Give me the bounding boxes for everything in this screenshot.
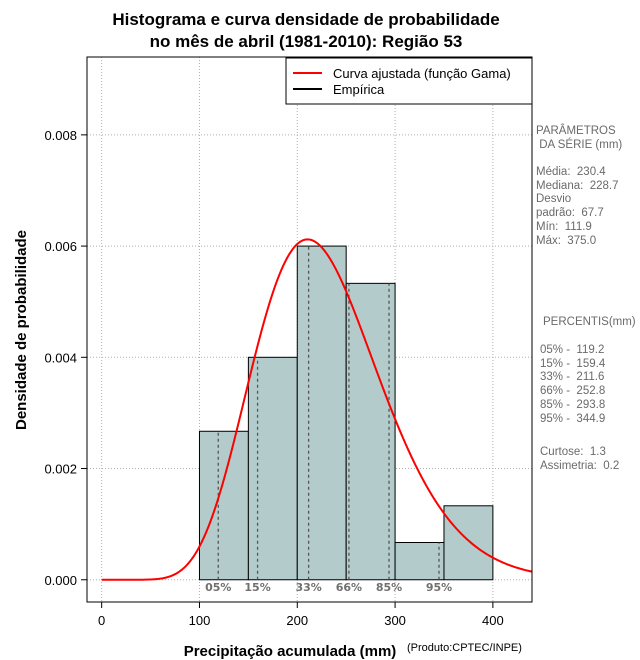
fitted-curve-layer xyxy=(101,238,533,581)
histogram-bar-2 xyxy=(296,245,347,581)
legend-label-empirical: Empírica xyxy=(333,82,385,97)
x-tick-label-2: 200 xyxy=(286,613,308,628)
legend-label-curve: Curva ajustada (função Gama) xyxy=(333,66,511,81)
legend-box xyxy=(285,57,533,105)
histogram-bar-5 xyxy=(443,505,494,581)
percentile-labels: 05% 15% 33% 66% 85% 95% xyxy=(205,581,452,594)
y-tick-label-4: 0.008 xyxy=(44,128,77,143)
y-tick-label-0: 0.000 xyxy=(44,573,77,588)
percentile-label-33%: 33% xyxy=(295,581,321,594)
chart-title-line-2: no mês de abril (1981-2010): Região 53 xyxy=(150,32,463,51)
x-tick-label-1: 100 xyxy=(189,613,211,628)
percentile-label-85%: 85% xyxy=(376,581,402,594)
percentile-label-95%: 95% xyxy=(426,581,452,594)
percentile-label-05%: 05% xyxy=(205,581,231,594)
histogram-bar-3 xyxy=(345,282,396,581)
percentiles-title: PERCENTIS(mm) xyxy=(543,316,636,328)
legend: Curva ajustada (função Gama) Empírica xyxy=(285,57,533,105)
histogram-bar-1 xyxy=(247,356,298,581)
y-tick-label-1: 0.002 xyxy=(44,462,77,477)
credit-text: (Produto:CPTEC/INPE) xyxy=(407,642,522,654)
percentiles-values: 05% - 119.2 15% - 159.4 33% - 211.6 66% … xyxy=(540,344,606,425)
parameters-values: Média: 230.4 Mediana: 228.7 Desvio padrã… xyxy=(536,166,619,247)
shape-statistics: Curtose: 1.3 Assimetria: 0.2 xyxy=(540,446,620,472)
histogram-bar-4 xyxy=(394,541,445,581)
y-axis-label: Densidade de probabilidade xyxy=(13,230,30,430)
histogram-bars xyxy=(198,245,494,581)
fitted-gamma-curve xyxy=(101,238,533,581)
percentile-label-66%: 66% xyxy=(336,581,362,594)
x-tick-label-4: 400 xyxy=(482,613,504,628)
parameters-title: PARÂMETROS DA SÉRIE (mm) xyxy=(536,125,623,151)
histogram-bar-0 xyxy=(198,430,249,581)
x-tick-label-3: 300 xyxy=(384,613,406,628)
plot-frame xyxy=(86,56,533,603)
y-tick-label-3: 0.006 xyxy=(44,239,77,254)
percentile-label-15%: 15% xyxy=(244,581,270,594)
x-axis-label: Precipitação acumulada (mm) xyxy=(184,643,397,660)
percentile-lines xyxy=(217,246,440,580)
y-tick-label-2: 0.004 xyxy=(44,350,77,365)
chart-title-line-1: Histograma e curva densidade de probabil… xyxy=(112,10,499,29)
axis-ticks: 0 100 200 300 400 0.000 0.002 0.004 0.006 0.008 xyxy=(44,128,503,628)
x-tick-label-0: 0 xyxy=(98,613,105,628)
